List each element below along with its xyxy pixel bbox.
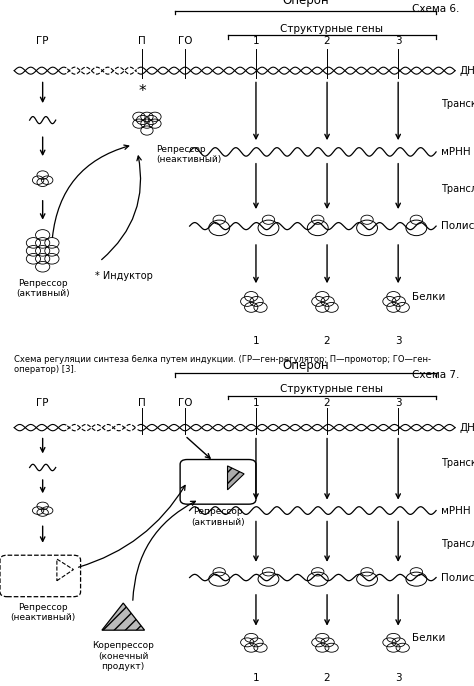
Text: Корепрессор
(конечный
продукт): Корепрессор (конечный продукт) — [92, 641, 154, 671]
Text: Репрессор
(неактивный): Репрессор (неактивный) — [10, 603, 75, 622]
Text: Репрессор
(неактивный): Репрессор (неактивный) — [156, 145, 222, 164]
Text: ДНК: ДНК — [460, 66, 474, 75]
Text: Репрессор
(активный): Репрессор (активный) — [191, 508, 245, 527]
Text: Оперон: Оперон — [283, 359, 329, 372]
Text: 3: 3 — [395, 36, 401, 46]
Text: Полисома: Полисома — [441, 573, 474, 582]
Text: Структурные гены: Структурные гены — [280, 23, 383, 34]
Text: ГР: ГР — [36, 36, 49, 46]
Text: ГО: ГО — [178, 36, 192, 46]
Polygon shape — [102, 603, 145, 630]
Text: Полисома: Полисома — [441, 221, 474, 231]
Text: 3: 3 — [395, 335, 401, 346]
Text: П: П — [138, 399, 146, 408]
Text: Схема 7.: Схема 7. — [412, 370, 460, 380]
Text: Оперон: Оперон — [283, 0, 329, 7]
Text: 2: 2 — [324, 335, 330, 346]
Text: ДНК: ДНК — [460, 423, 474, 433]
Text: П: П — [138, 36, 146, 46]
Text: мРНН: мРНН — [441, 147, 470, 157]
Text: 1: 1 — [253, 673, 259, 683]
Text: Белки: Белки — [412, 292, 446, 302]
Text: мРНН: мРНН — [441, 506, 470, 516]
Text: Схема регуляции синтеза белка путем индукции. (ГР—ген-регулятор; П—промотор; ГО—: Схема регуляции синтеза белка путем инду… — [14, 355, 431, 374]
Text: * Индуктор: * Индуктор — [95, 270, 153, 281]
Text: Репрессор
(активный): Репрессор (активный) — [16, 279, 70, 298]
Text: 2: 2 — [324, 399, 330, 408]
Text: *: * — [138, 84, 146, 99]
Text: 3: 3 — [395, 399, 401, 408]
Text: ГР: ГР — [36, 399, 49, 408]
Polygon shape — [57, 559, 73, 581]
Text: Белки: Белки — [412, 633, 446, 643]
Text: Транскрипция: Транскрипция — [441, 458, 474, 468]
Text: 2: 2 — [324, 673, 330, 683]
Text: 2: 2 — [324, 36, 330, 46]
Text: Транскрипция: Транскрипция — [441, 99, 474, 109]
Text: Схема 6.: Схема 6. — [412, 3, 460, 14]
Text: Структурные гены: Структурные гены — [280, 384, 383, 394]
Text: 1: 1 — [253, 335, 259, 346]
Text: ГО: ГО — [178, 399, 192, 408]
Polygon shape — [228, 466, 244, 490]
Text: 3: 3 — [395, 673, 401, 683]
Text: Трансляция: Трансляция — [441, 184, 474, 194]
Text: Трансляция: Трансляция — [441, 539, 474, 549]
Text: 1: 1 — [253, 36, 259, 46]
Text: 1: 1 — [253, 399, 259, 408]
